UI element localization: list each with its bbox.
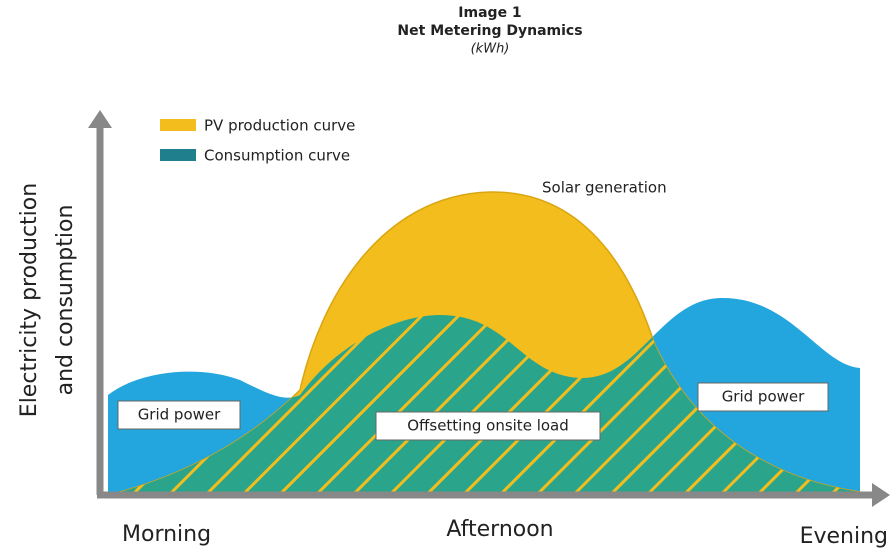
label-box (697, 382, 829, 412)
title: Net Metering Dynamics (397, 23, 582, 39)
y-axis-label: and consumption (53, 205, 78, 396)
x-axis-label: Morning (122, 522, 211, 547)
legend-swatch (160, 119, 196, 131)
label-box (117, 400, 241, 430)
x-axis-label: Evening (800, 524, 888, 549)
label-box (375, 411, 601, 441)
legend-label: Consumption curve (204, 147, 350, 165)
annotation: Solar generation (542, 179, 667, 197)
unit: (kWh) (471, 42, 510, 57)
annotation: Offsetting onsite load (407, 417, 569, 435)
x-arrow (872, 483, 890, 507)
annotation: Grid power (138, 406, 221, 424)
x-axis-label: Afternoon (446, 517, 553, 542)
label: Image 1 (458, 5, 521, 21)
legend-swatch (160, 149, 196, 161)
legend-label: PV production curve (204, 117, 355, 135)
offset-area (120, 297, 860, 492)
annotation: Grid power (722, 388, 805, 406)
y-axis-label: Electricity production (17, 183, 42, 417)
y-arrow (88, 110, 112, 128)
